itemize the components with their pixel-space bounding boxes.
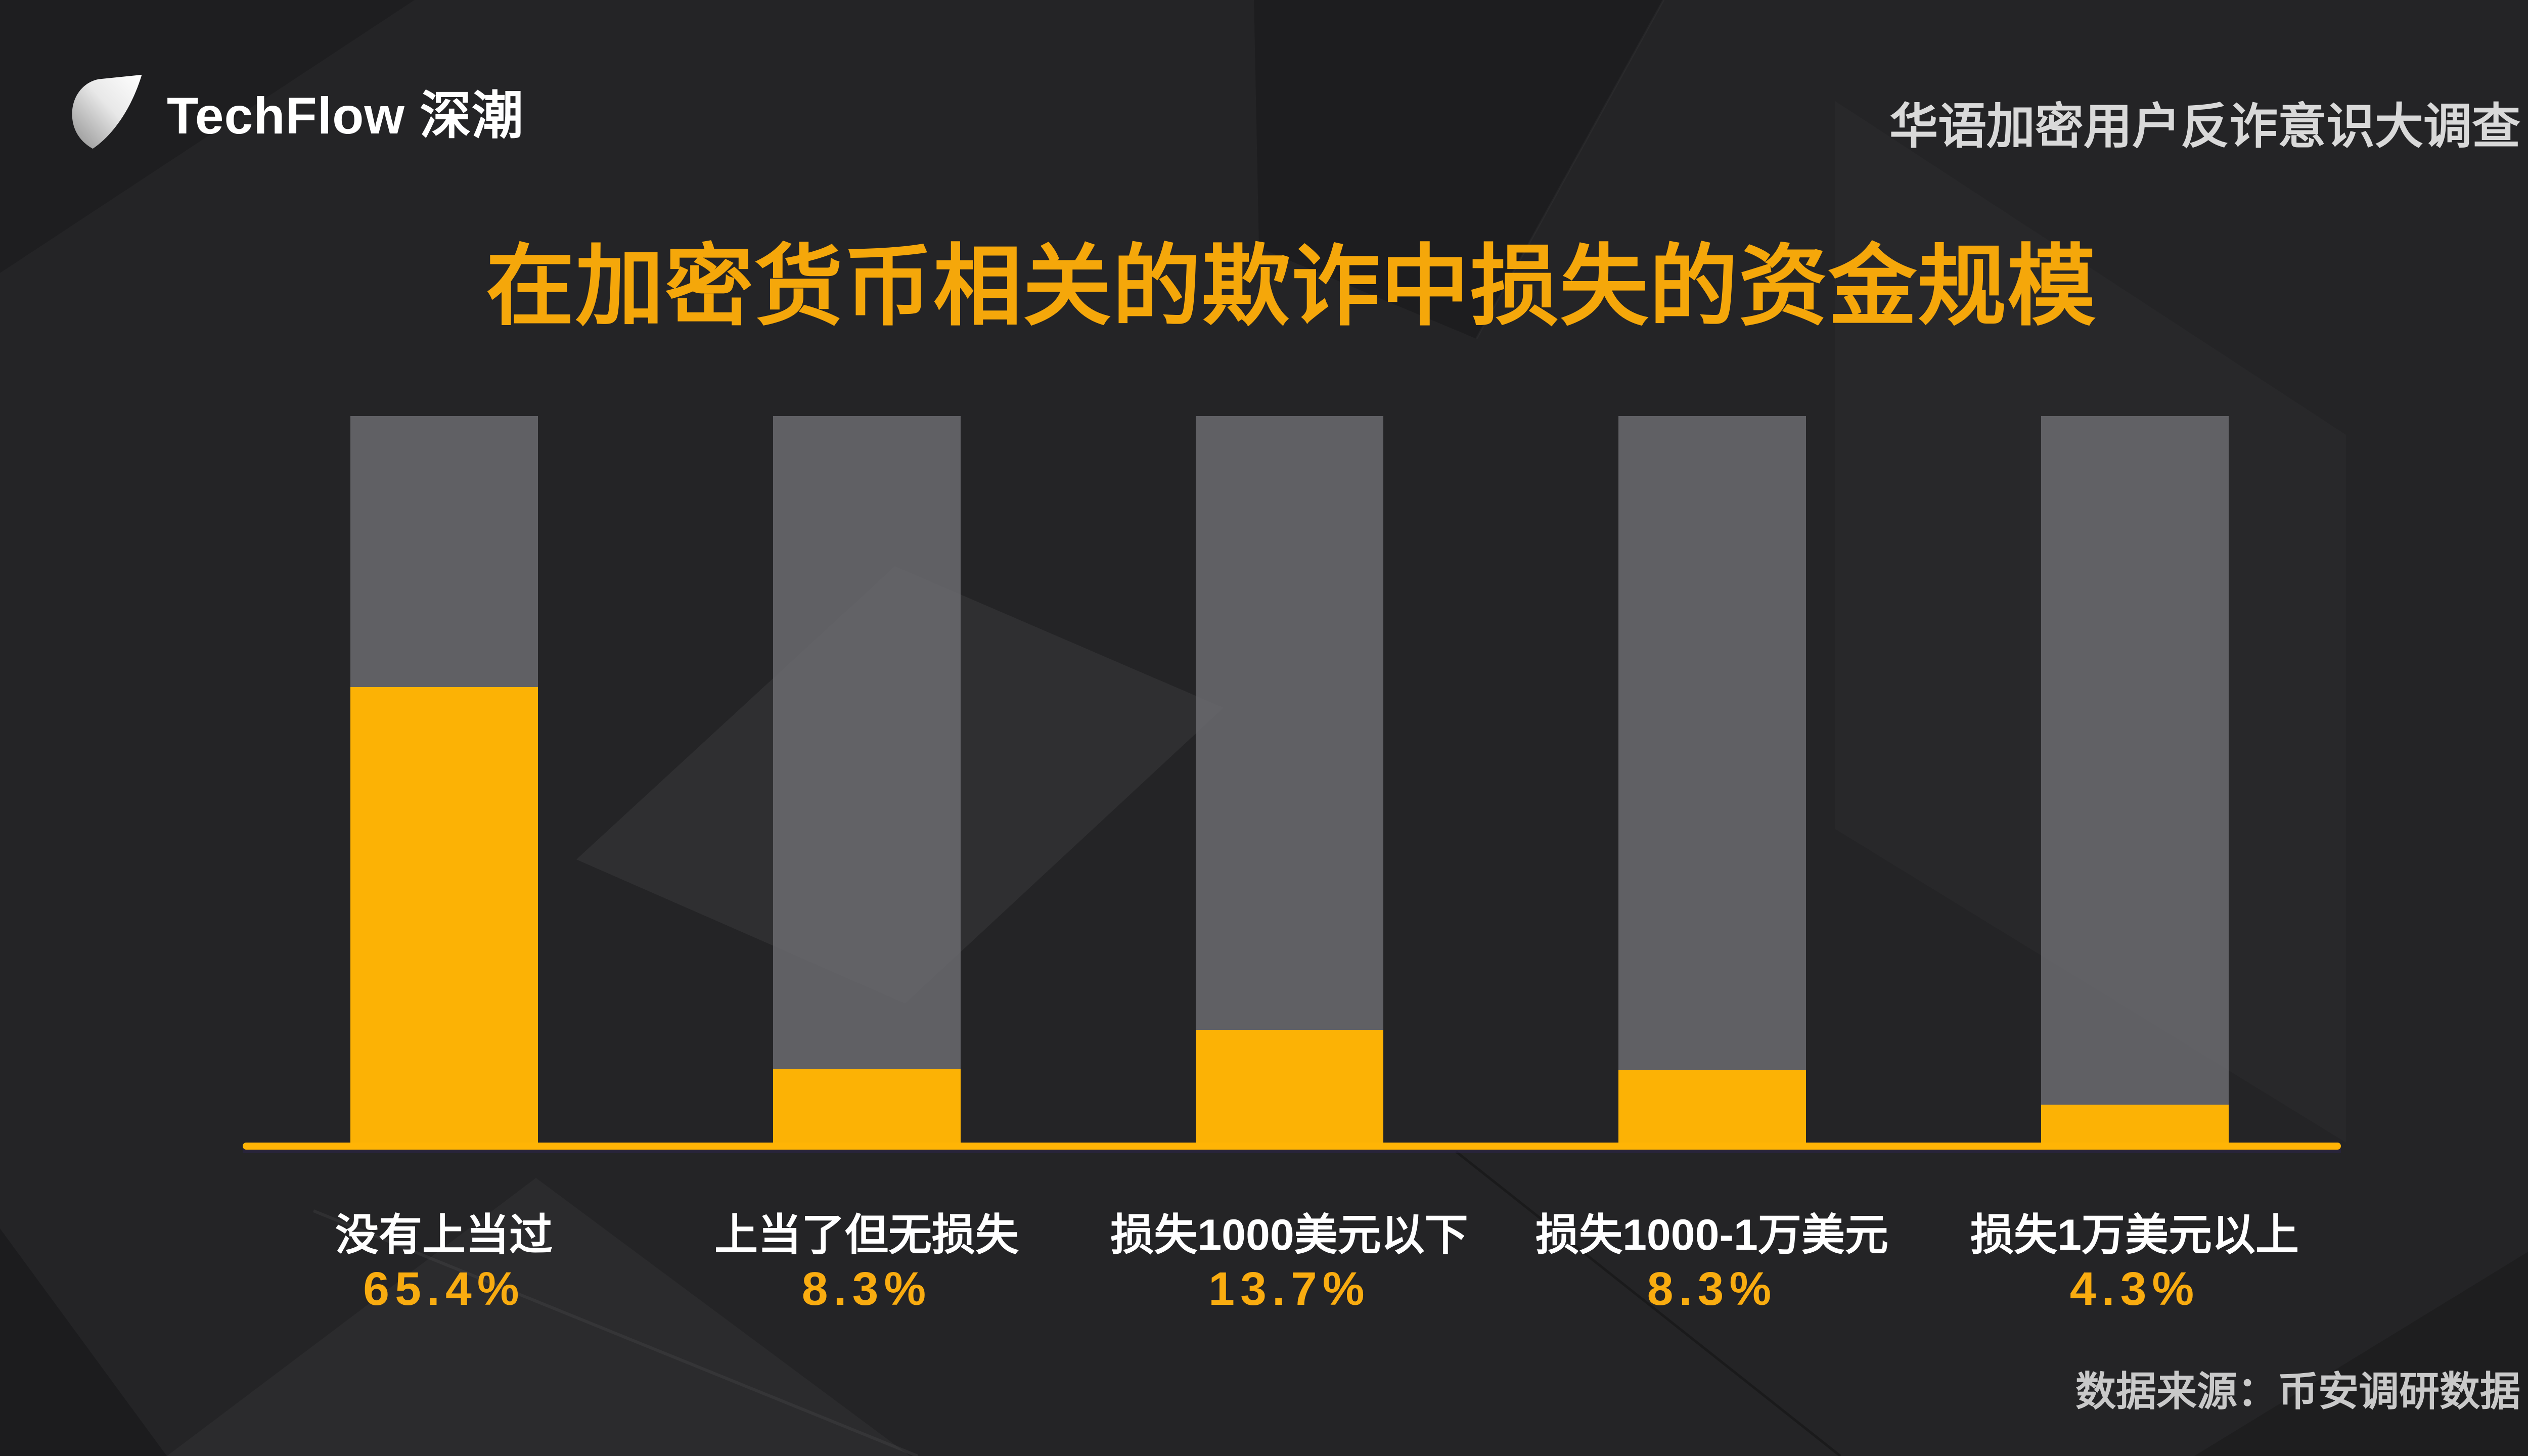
brand-logo: TechFlow 深潮 — [67, 70, 524, 153]
bar-fill — [1618, 1070, 1806, 1149]
survey-series-title: 华语加密用户反诈意识大调查 — [1889, 100, 2520, 154]
bar-fill — [350, 687, 538, 1149]
bar-value-label: 8.3% — [801, 1262, 932, 1315]
bar-track — [1195, 416, 1383, 1149]
techflow-leaf-icon — [72, 74, 142, 149]
bar-track — [773, 416, 961, 1149]
axis-baseline — [243, 1143, 2341, 1150]
bar-value-label: 65.4% — [363, 1262, 525, 1315]
bar-category-label: 损失1000-1万美元 — [1536, 1211, 1888, 1259]
bar-value-label: 4.3% — [2069, 1262, 2200, 1315]
bar-value-label: 13.7% — [1208, 1262, 1370, 1315]
chart-title: 在加密货币相关的欺诈中损失的资金规模 — [486, 238, 2097, 336]
bar-value-label: 8.3% — [1647, 1262, 1777, 1315]
bar-category-label: 损失1000美元以下 — [1110, 1211, 1468, 1259]
bar-track — [1618, 416, 1806, 1149]
axis-shadow-line — [243, 1149, 2341, 1153]
bar-fill — [1195, 1030, 1383, 1149]
bar-category-label: 损失1万美元以上 — [1970, 1211, 2299, 1259]
bar-fill — [773, 1069, 961, 1149]
brand-name: TechFlow 深潮 — [167, 87, 524, 145]
bar-category-label: 没有上当过 — [335, 1211, 553, 1259]
bar-fill — [2041, 1105, 2229, 1149]
data-source: 数据来源：币安调研数据 — [2075, 1369, 2520, 1414]
bar-category-label: 上当了但无损失 — [714, 1211, 1019, 1259]
bar-track — [2041, 416, 2229, 1149]
